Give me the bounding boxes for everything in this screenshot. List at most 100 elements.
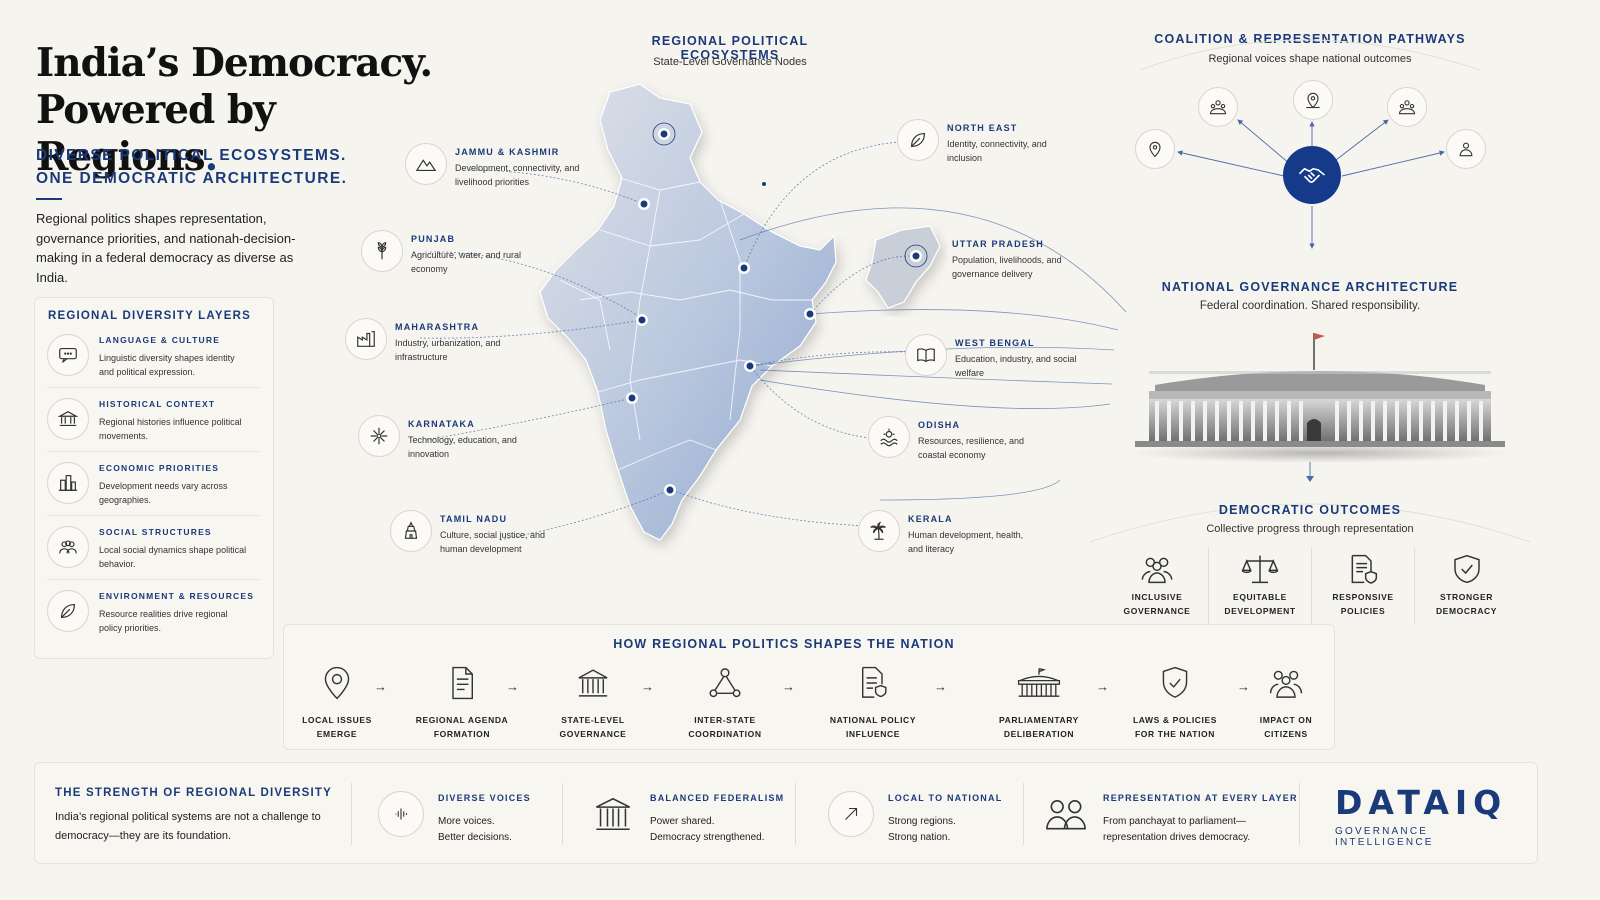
layer-title: ECONOMIC PRIORITIES <box>99 463 220 473</box>
step-local-issues[interactable]: LOCAL ISSUES EMERGE <box>282 663 392 741</box>
hero-body: Regional politics shapes representation,… <box>36 211 296 285</box>
state-desc: Identity, connectivity, and inclusion <box>947 139 1047 163</box>
layer-desc: Regional histories influence political m… <box>99 417 242 441</box>
step-line-2: DELIBERATION <box>1003 729 1075 739</box>
outcome-label-1: EQUITABLE <box>1233 592 1287 602</box>
state-name: KARNATAKA <box>408 419 475 429</box>
step-laws-policies[interactable]: LAWS & POLICIES FOR THE NATION <box>1120 663 1230 741</box>
step-line-2: FORMATION <box>433 729 491 739</box>
desc-line-1: Strong regions. <box>888 816 956 827</box>
footer-item-desc: Power shared. Democracy strengthened. <box>650 814 840 846</box>
leaf-icon <box>897 119 939 161</box>
people-icon <box>47 526 89 568</box>
state-name: MAHARASHTRA <box>395 322 480 332</box>
step-impact-on-citizens[interactable]: IMPACT ON CITIZENS <box>1231 663 1341 741</box>
step-line-2: GOVERNANCE <box>559 729 627 739</box>
outcome-label-2: DEVELOPMENT <box>1224 606 1296 616</box>
brand-logo[interactable]: DATAIQ GOVERNANCE INTELLIGENCE <box>1335 783 1515 848</box>
layer-title: LANGUAGE & CULTURE <box>99 335 221 345</box>
map-pin-icon <box>1306 92 1320 109</box>
outcome-responsive-policies[interactable]: RESPONSIVE POLICIES <box>1312 548 1415 624</box>
step-line-1: PARLIAMENTARY <box>999 715 1079 725</box>
footer-item-title: LOCAL TO NATIONAL <box>888 793 1003 803</box>
governance-subheading: Federal coordination. Shared responsibil… <box>1199 300 1421 312</box>
outcome-equitable-development[interactable]: EQUITABLE DEVELOPMENT <box>1209 548 1312 624</box>
pathway-node[interactable] <box>1198 87 1238 127</box>
state-desc: Culture, social justice, and human devel… <box>440 530 546 554</box>
group-icon <box>1231 663 1341 703</box>
desc-line-1: Power shared. <box>650 816 715 827</box>
state-desc: Technology, education, and innovation <box>408 435 517 459</box>
footer-body: India’s regional political systems are n… <box>55 811 321 842</box>
state-name: PUNJAB <box>411 234 456 244</box>
scales-icon <box>1209 548 1311 590</box>
arrow-icon: → <box>782 679 795 694</box>
shield-check-icon <box>1120 663 1230 703</box>
layer-desc: Linguistic diversity shapes identity and… <box>99 353 235 377</box>
step-line-1: NATIONAL POLICY <box>829 715 917 725</box>
pathway-node[interactable] <box>1293 80 1333 120</box>
factory-icon <box>345 318 387 360</box>
map-subheading: State-Level Governance Nodes <box>653 56 807 68</box>
outcome-label-1: RESPONSIVE <box>1332 592 1394 602</box>
document-icon <box>407 663 517 703</box>
step-regional-agenda[interactable]: REGIONAL AGENDA FORMATION <box>407 663 517 741</box>
layer-item[interactable]: LANGUAGE & CULTURE Linguistic diversity … <box>47 330 259 388</box>
person-pin-icon <box>1459 142 1473 157</box>
layer-item[interactable]: ECONOMIC PRIORITIES Development needs va… <box>47 458 259 516</box>
outcome-label-2: GOVERNANCE <box>1123 606 1191 616</box>
arrow-icon: → <box>1096 679 1109 694</box>
step-label: LOCAL ISSUES EMERGE <box>282 713 392 741</box>
layer-desc: Development needs vary across geographie… <box>99 481 228 505</box>
footer-item-title: DIVERSE VOICES <box>438 793 531 803</box>
network-icon <box>358 415 400 457</box>
divider <box>1299 783 1300 845</box>
temple-icon <box>390 510 432 552</box>
coalition-heading: COALITION & REPRESENTATION PATHWAYS <box>1154 32 1466 46</box>
step-inter-state-coordination[interactable]: INTER-STATE COORDINATION <box>670 663 780 741</box>
wheat-icon <box>361 230 403 272</box>
book-icon <box>905 334 947 376</box>
handshake-icon[interactable] <box>1283 146 1341 204</box>
pathway-node[interactable] <box>1387 87 1427 127</box>
coalition-subheading: Regional voices shape national outcomes <box>1208 53 1412 65</box>
step-national-policy-influence[interactable]: NATIONAL POLICY INFLUENCE <box>818 663 928 741</box>
layer-title: HISTORICAL CONTEXT <box>99 399 216 409</box>
state-desc: Industry, urbanization, and infrastructu… <box>395 338 501 362</box>
pathway-node[interactable] <box>1135 129 1175 169</box>
state-desc: Human development, health, and literacy <box>908 530 1024 554</box>
step-label: NATIONAL POLICY INFLUENCE <box>818 713 928 741</box>
diversity-layers-panel: REGIONAL DIVERSITY LAYERS LANGUAGE & CUL… <box>34 297 274 659</box>
subtitle-line-1: DIVERSE POLITICAL ECOSYSTEMS. <box>36 147 347 164</box>
speech-bubble-icon <box>47 334 89 376</box>
desc-line-2: Better decisions. <box>438 832 512 843</box>
city-icon <box>47 462 89 504</box>
process-heading: HOW REGIONAL POLITICS SHAPES THE NATION <box>613 637 955 651</box>
outcome-stronger-democracy[interactable]: STRONGER DEMOCRACY <box>1415 548 1518 624</box>
pathway-node[interactable] <box>1446 129 1486 169</box>
title-line-2: Powered by Regions. <box>36 87 436 181</box>
footer-title: THE STRENGTH OF REGIONAL DIVERSITY <box>55 787 332 799</box>
outcome-inclusive-governance[interactable]: INCLUSIVE GOVERNANCE <box>1106 548 1209 624</box>
layer-item[interactable]: ENVIRONMENT & RESOURCES Resource realiti… <box>47 586 259 644</box>
desc-line-2: Strong nation. <box>888 832 951 843</box>
outcomes-heading: DEMOCRATIC OUTCOMES <box>1218 503 1402 517</box>
pillars-icon <box>590 791 636 837</box>
map-pin-icon <box>1149 141 1161 158</box>
map-pin-icon <box>282 663 392 703</box>
footer-item-title: BALANCED FEDERALISM <box>650 793 785 803</box>
outcome-label-1: INCLUSIVE <box>1131 592 1183 602</box>
step-state-level-governance[interactable]: STATE-LEVEL GOVERNANCE <box>538 663 648 741</box>
palm-tree-icon <box>858 510 900 552</box>
triangle-network-icon <box>670 663 780 703</box>
governance-heading: NATIONAL GOVERNANCE ARCHITECTURE <box>1161 280 1459 294</box>
state-name: WEST BENGAL <box>955 338 1035 348</box>
layer-item[interactable]: HISTORICAL CONTEXT Regional histories in… <box>47 394 259 452</box>
layer-item[interactable]: SOCIAL STRUCTURES Local social dynamics … <box>47 522 259 580</box>
title-period: . <box>204 134 219 180</box>
step-parliamentary-deliberation[interactable]: PARLIAMENTARY DELIBERATION <box>984 663 1094 741</box>
sun-wave-icon <box>868 416 910 458</box>
group-icon <box>1106 548 1208 590</box>
institution-icon <box>538 663 648 703</box>
parliament-building-image <box>1130 333 1510 463</box>
